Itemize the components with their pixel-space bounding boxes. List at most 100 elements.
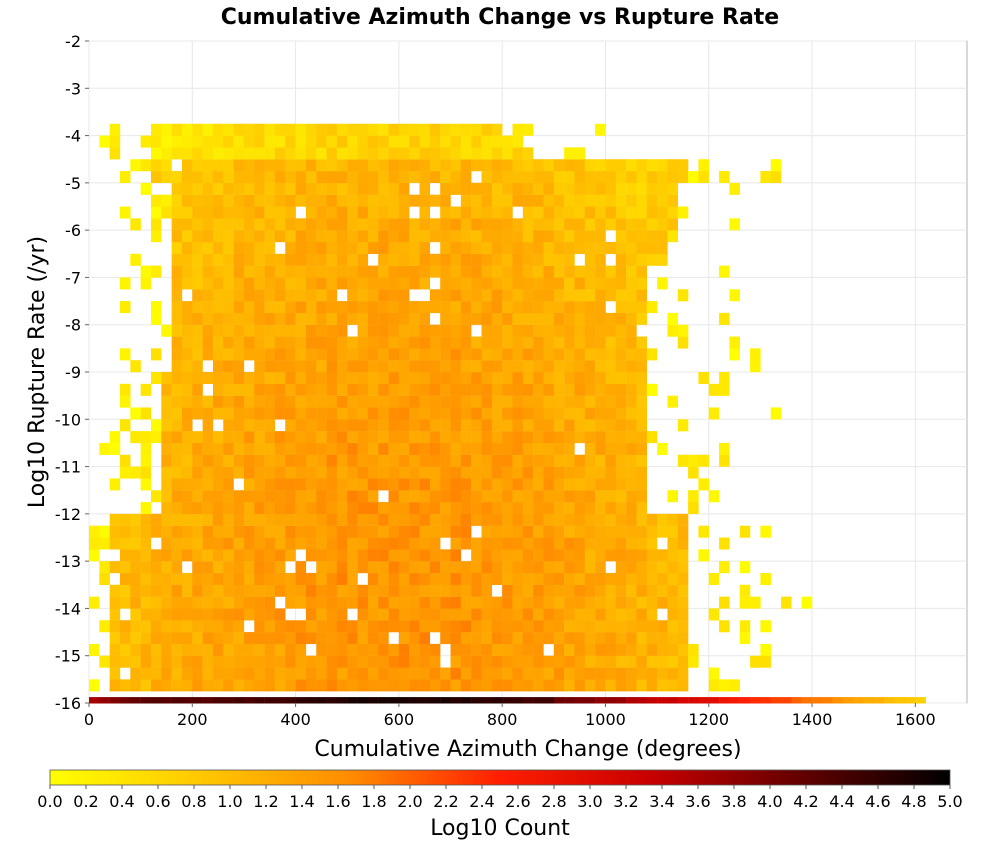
heatmap-cell [347,206,358,219]
heatmap-cell [109,584,121,597]
heatmap-cell [491,572,503,585]
heatmap-cell [667,596,678,609]
heatmap-cell [212,159,224,172]
heatmap-cell [533,171,544,184]
heatmap-cell [605,513,616,526]
heatmap-cell [419,466,431,479]
heatmap-cell [615,478,627,491]
heatmap-cell [605,643,616,656]
heatmap-cell [522,525,534,538]
heatmap-cell [626,324,637,337]
heatmap-cell [450,478,462,491]
heatmap-cell-bottom-row [708,697,720,704]
heatmap-cell [305,324,317,337]
heatmap-cell [388,525,400,538]
heatmap-cell [564,478,575,491]
heatmap-cell [409,147,420,160]
heatmap-cell [419,407,431,420]
heatmap-cell [719,372,730,385]
heatmap-cell [161,324,172,337]
heatmap-cell [481,123,493,136]
heatmap-cell [502,194,513,207]
heatmap-cell [553,466,565,479]
heatmap-cell [584,241,596,254]
heatmap-cell [460,537,472,550]
heatmap-cell [719,561,730,574]
heatmap-cell [409,407,420,420]
heatmap-cell [326,419,338,432]
heatmap-cell-bottom-row [657,697,668,704]
heatmap-cell [388,182,400,195]
heatmap-cell [254,549,265,562]
heatmap-cell [274,348,286,361]
heatmap-cell [202,537,214,550]
heatmap-cell [646,171,658,184]
heatmap-cell [409,620,420,633]
heatmap-cell [161,159,172,172]
heatmap-cell-bottom-row [223,697,234,704]
heatmap-cell [233,289,245,302]
heatmap-cell [347,383,358,396]
heatmap-cell [130,608,141,621]
heatmap-cell [626,596,637,609]
heatmap-cell [233,525,245,538]
heatmap-cell [419,336,431,349]
heatmap-cell [254,490,265,503]
heatmap-cell [605,419,616,432]
heatmap-cell [316,360,327,373]
heatmap-cell [295,513,307,526]
heatmap-cell [295,301,307,314]
heatmap-cell-bottom-row [915,697,926,704]
heatmap-cell [564,549,575,562]
heatmap-cell [130,431,141,444]
heatmap-cell [388,147,400,160]
heatmap-cell [460,431,472,444]
heatmap-cell [481,171,493,184]
heatmap-cell [502,620,513,633]
heatmap-cell [398,218,410,231]
heatmap-cell [471,407,482,420]
heatmap-cell [533,490,544,503]
heatmap-cell [285,324,296,337]
heatmap-cell [502,407,513,420]
heatmap-cell [646,194,658,207]
heatmap-cell [316,230,327,243]
heatmap-cell [719,383,730,396]
heatmap-cell [533,301,544,314]
heatmap-cell [192,549,203,562]
heatmap-cell [243,123,255,136]
heatmap-cell [719,442,730,455]
heatmap-cell [522,466,534,479]
heatmap-cell [347,360,358,373]
heatmap-cell [584,230,596,243]
heatmap-cell [595,667,606,680]
heatmap-cell [326,194,338,207]
heatmap-cell [119,572,131,585]
heatmap-cell [398,525,410,538]
heatmap-cell [543,383,555,396]
colorbar [49,769,951,786]
heatmap-cell [367,336,379,349]
heatmap-cell [398,159,410,172]
heatmap-cell [388,312,400,325]
heatmap-cell [584,206,596,219]
heatmap-cell [409,218,420,231]
heatmap-cell [522,620,534,633]
heatmap-cell [502,478,513,491]
heatmap-cell [264,549,276,562]
heatmap-cell [109,561,121,574]
heatmap-cell [429,643,441,656]
heatmap-cell [471,584,482,597]
heatmap-cell [161,561,172,574]
heatmap-cell [171,537,183,550]
heatmap-cell [305,584,317,597]
heatmap-cell [491,159,503,172]
heatmap-cell [171,135,183,148]
heatmap-cell [491,537,503,550]
heatmap-cell [171,478,183,491]
heatmap-cell [316,419,327,432]
heatmap-cell [522,171,534,184]
heatmap-cell [481,466,493,479]
heatmap-cell [626,525,637,538]
heatmap-cell [274,289,286,302]
